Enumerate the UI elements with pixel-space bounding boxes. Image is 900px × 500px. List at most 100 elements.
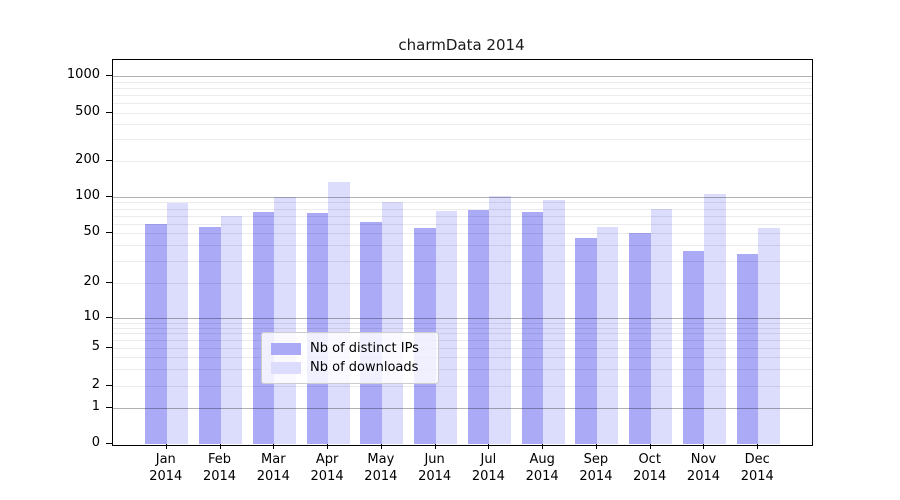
x-tick-mark (595, 444, 597, 449)
y-tick-label: 10 (83, 309, 100, 324)
y-tick-label: 5 (91, 339, 100, 354)
x-tick-year: 2014 (633, 469, 667, 484)
bar-nb-of-distinct-ips-sep (575, 237, 597, 444)
x-tick-mark (434, 444, 436, 449)
x-tick-year: 2014 (525, 469, 559, 484)
x-tick-year: 2014 (202, 469, 237, 484)
gridline-minor (113, 160, 812, 162)
x-tick-mark (757, 444, 759, 449)
x-tick-year: 2014 (686, 469, 721, 484)
x-tick-year: 2014 (310, 469, 344, 484)
gridline-minor (113, 215, 812, 217)
legend-label-downloads: Nb of downloads (310, 360, 419, 375)
y-tick-mark (106, 75, 112, 76)
legend-swatch-downloads (271, 361, 301, 374)
bar-nb-of-distinct-ips-nov (682, 250, 705, 444)
gridline-minor (113, 369, 812, 371)
y-tick-mark (106, 282, 112, 283)
y-tick-label: 500 (75, 103, 100, 119)
x-tick-label: Oct 2014 (618, 451, 682, 485)
gridline-major (113, 197, 812, 198)
x-tick-month: Jun (424, 452, 445, 467)
bar-nb-of-downloads-jul (489, 196, 511, 444)
bar-nb-of-distinct-ips-oct (629, 233, 651, 444)
legend: Nb of distinct IPs Nb of downloads (261, 332, 439, 384)
bar-nb-of-downloads-sep (596, 227, 619, 444)
x-tick-mark (542, 444, 544, 449)
gridline-minor (113, 124, 812, 126)
x-tick-month: Jul (480, 452, 497, 467)
x-tick-year: 2014 (579, 469, 613, 484)
x-tick-mark (380, 444, 382, 449)
y-tick-mark (106, 232, 112, 233)
gridline-minor (113, 348, 812, 349)
x-tick-mark (327, 444, 329, 449)
x-tick-mark (649, 444, 651, 449)
x-tick-mark (219, 444, 221, 449)
x-tick-month: Jan (155, 452, 176, 467)
bar-nb-of-downloads-jan (166, 203, 189, 444)
x-tick-year: 2014 (740, 469, 774, 484)
gridline-major (113, 318, 812, 319)
bar-nb-of-distinct-ips-jul (467, 209, 490, 444)
bar-nb-of-distinct-ips-dec (736, 254, 759, 444)
bar-nb-of-downloads-mar (274, 197, 296, 444)
gridline-minor (113, 102, 812, 104)
bar-nb-of-downloads-oct (650, 209, 673, 444)
gridline-minor (113, 386, 812, 387)
x-tick-label: Sep 2014 (564, 451, 628, 485)
y-tick-label: 0 (91, 435, 100, 450)
y-tick-mark (106, 407, 112, 408)
y-tick-mark (106, 159, 112, 161)
y-tick-mark (106, 347, 112, 348)
y-tick-mark (106, 111, 112, 113)
legend-item-distinct-ips: Nb of distinct IPs (271, 339, 429, 358)
gridline-minor (113, 112, 812, 114)
bar-nb-of-distinct-ips-feb (199, 227, 221, 444)
legend-item-downloads: Nb of downloads (271, 358, 429, 377)
x-tick-month: Dec (744, 452, 770, 467)
x-tick-label: Jun 2014 (403, 451, 467, 485)
bar-nb-of-downloads-dec (758, 228, 780, 444)
plot-area (112, 59, 813, 446)
x-tick-mark (703, 444, 705, 449)
x-tick-label: May 2014 (349, 451, 413, 485)
x-tick-month: Sep (583, 452, 609, 467)
x-tick-label: Nov 2014 (671, 451, 735, 485)
x-tick-label: Mar 2014 (241, 451, 305, 485)
gridline-minor (113, 87, 812, 89)
gridline-minor (113, 208, 812, 210)
y-tick-mark (106, 196, 112, 197)
bar-nb-of-distinct-ips-jan (145, 223, 167, 444)
bar-nb-of-downloads-nov (704, 194, 726, 444)
x-tick-month: Mar (261, 452, 286, 467)
gridline-minor (113, 202, 812, 204)
gridline-minor (113, 260, 812, 262)
x-tick-month: Feb (208, 452, 232, 467)
x-tick-label: Jan 2014 (134, 451, 198, 485)
x-tick-month: Oct (638, 452, 661, 467)
chart-title: charmData 2014 (398, 36, 525, 54)
gridline-major (113, 76, 812, 77)
gridline-minor (113, 283, 812, 284)
gridline-minor (113, 340, 812, 342)
y-tick-label: 200 (75, 151, 100, 167)
x-tick-year: 2014 (364, 469, 398, 484)
gridline-minor (113, 81, 812, 83)
bar-nb-of-distinct-ips-aug (521, 211, 544, 444)
y-tick-mark (106, 385, 112, 386)
x-tick-year: 2014 (471, 469, 505, 484)
bar-nb-of-downloads-apr (328, 182, 350, 444)
legend-swatch-distinct-ips (271, 342, 301, 355)
y-tick-label: 1000 (66, 67, 100, 82)
x-tick-month: Nov (690, 452, 717, 467)
x-tick-label: Jul 2014 (456, 451, 520, 485)
gridline-major (113, 408, 812, 409)
gridline-minor (113, 223, 812, 225)
x-tick-label: Feb 2014 (188, 451, 252, 485)
x-tick-label: Aug 2014 (510, 451, 574, 485)
bar-nb-of-downloads-aug (543, 199, 565, 444)
gridline-minor (113, 333, 812, 335)
y-tick-label: 100 (75, 188, 100, 203)
